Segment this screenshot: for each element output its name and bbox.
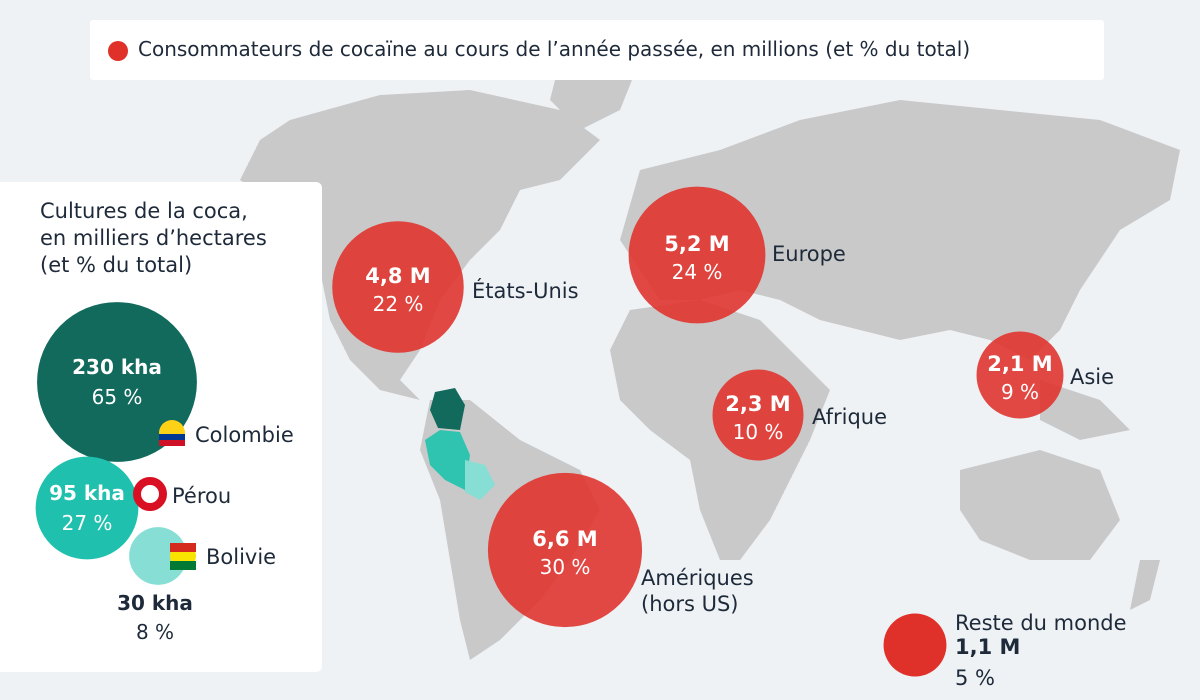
- share-label: 27 %: [62, 511, 113, 535]
- consumer-bubble: [976, 331, 1064, 419]
- country-name: Bolivie: [206, 545, 277, 569]
- flags: [133, 420, 196, 570]
- consumer-bubble: [883, 613, 947, 677]
- value-label: 1,1 M: [955, 635, 1020, 659]
- value-label: 95 kha: [49, 481, 125, 505]
- coca-title-line: (et % du total): [40, 253, 193, 277]
- consumer-bubble: [332, 221, 464, 353]
- region-name: Asie: [1070, 365, 1115, 389]
- share-label: 30 %: [540, 555, 591, 579]
- coca-title: Cultures de la coca, en milliers d’hecta…: [40, 198, 267, 279]
- legend-dot: [108, 41, 128, 61]
- coca-title-line: en milliers d’hectares: [40, 226, 267, 250]
- value-label: 6,6 M: [532, 527, 597, 551]
- value-label: 2,1 M: [987, 352, 1052, 376]
- bubbles: 4,8 M 22 % 5,2 M 24 % 2,3 M 10 % 2,1 M 9 % 6,6 M…: [332, 186, 1064, 690]
- region-name: Amériques (hors US): [641, 566, 754, 616]
- country-name: Pérou: [172, 484, 232, 508]
- coca-title-line: Cultures de la coca,: [40, 199, 248, 223]
- consumer-bubble: [628, 186, 766, 324]
- coca-bubble: [35, 456, 139, 560]
- share-label: 5 %: [955, 666, 995, 690]
- value-label: 5,2 M: [664, 232, 729, 256]
- colombia-shape: [430, 388, 465, 430]
- value-label: 30 kha: [117, 591, 193, 615]
- coca-bubble: [129, 527, 187, 585]
- value-label: 230 kha: [72, 355, 162, 379]
- consumer-bubble: [487, 472, 643, 628]
- share-label: 8 %: [136, 620, 174, 644]
- share-label: 10 %: [733, 420, 784, 444]
- region-name: États-Unis: [472, 279, 579, 303]
- share-label: 22 %: [373, 292, 424, 316]
- region-name: Europe: [772, 242, 846, 266]
- country-name: Colombie: [195, 423, 294, 447]
- share-label: 24 %: [672, 260, 723, 284]
- legend-text: Consommateurs de cocaïne au cours de l’a…: [138, 37, 971, 61]
- share-label: 65 %: [92, 385, 143, 409]
- region-name: Afrique: [812, 405, 888, 429]
- value-label: 2,3 M: [725, 392, 790, 416]
- bolivia-shape: [465, 460, 495, 500]
- legend: Consommateurs de cocaïne au cours de l’a…: [90, 20, 1104, 80]
- value-label: 4,8 M: [365, 264, 430, 288]
- share-label: 9 %: [1001, 380, 1039, 404]
- peru-shape: [425, 430, 470, 490]
- coca-bubble: [37, 302, 197, 462]
- consumer-bubble: [712, 369, 804, 461]
- region-name: Reste du monde: [955, 611, 1127, 635]
